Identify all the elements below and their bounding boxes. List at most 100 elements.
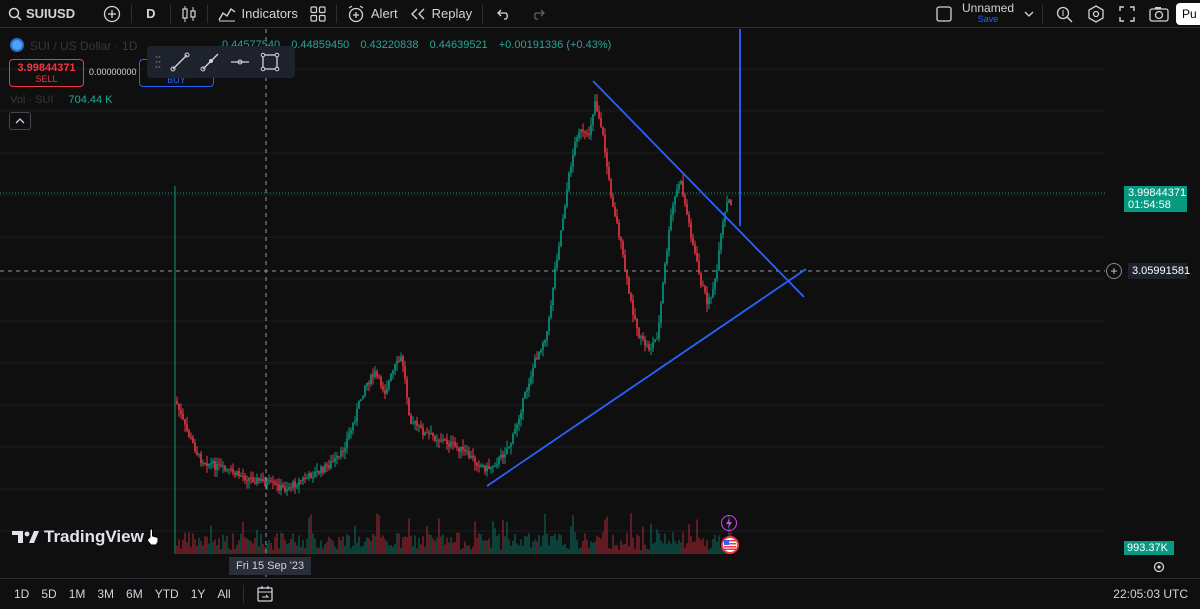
high-value: 0.44859450	[291, 39, 350, 51]
alert-button[interactable]: Alert	[341, 0, 404, 28]
volume-bar	[578, 548, 580, 554]
grid-lines	[0, 68, 1105, 532]
volume-bar	[396, 532, 398, 554]
range-5d[interactable]: 5D	[41, 587, 57, 601]
settings-icon[interactable]	[1087, 5, 1105, 23]
volume-bar	[514, 534, 516, 554]
volume-bar	[664, 533, 666, 554]
chevron-down-icon[interactable]	[1024, 10, 1034, 18]
candle-body	[516, 424, 518, 429]
volume-bar	[266, 544, 268, 554]
chart-pane[interactable]: SUI / US Dollar · 1D 0.44577540 0.448594…	[0, 29, 1200, 578]
range-1y[interactable]: 1Y	[190, 587, 206, 601]
volume-bar	[298, 535, 300, 554]
volume-bar	[182, 539, 184, 554]
range-3m[interactable]: 3M	[97, 587, 115, 601]
range-1m[interactable]: 1M	[68, 587, 86, 601]
collapse-legend-button[interactable]	[9, 112, 31, 130]
interval-button[interactable]: D	[136, 0, 165, 28]
candle-body	[438, 440, 440, 442]
candle-body	[230, 468, 232, 470]
range-6m[interactable]: 6M	[126, 587, 143, 601]
layout-controls: Unnamed Save	[936, 0, 1169, 28]
volume-bar	[652, 543, 654, 554]
layout-checkbox-icon[interactable]	[936, 6, 952, 22]
volume-bar	[404, 536, 406, 554]
candle-body	[218, 463, 220, 465]
utc-clock[interactable]: 22:05:03 UTC	[1113, 587, 1188, 601]
us-flag-icon	[724, 540, 736, 550]
volume-bar	[510, 545, 512, 554]
publish-button[interactable]: Pu	[1176, 3, 1200, 25]
candle-body	[220, 464, 222, 467]
ray-icon[interactable]	[195, 48, 225, 76]
range-1d[interactable]: 1D	[14, 587, 30, 601]
volume-bars	[176, 513, 732, 554]
sell-label: SELL	[35, 74, 58, 84]
candle-body	[446, 439, 448, 445]
camera-icon[interactable]	[1149, 6, 1169, 22]
candle-body	[476, 462, 478, 466]
templates-button[interactable]	[304, 0, 332, 28]
volume-bar	[546, 533, 548, 554]
chart-type-button[interactable]	[175, 0, 203, 28]
volume-bar	[516, 543, 518, 554]
candle-body	[480, 465, 482, 467]
volume-bar	[478, 533, 480, 554]
volume-bar	[682, 532, 684, 554]
event-flash-badge[interactable]	[721, 515, 737, 531]
volume-bar	[700, 540, 702, 554]
volume-bar	[414, 535, 416, 554]
chart-settings-gear-icon[interactable]	[1152, 560, 1166, 574]
indicators-label: Indicators	[241, 6, 298, 21]
candle-body	[176, 401, 178, 404]
rectangle-icon[interactable]	[255, 48, 285, 76]
go-to-date-icon[interactable]	[256, 585, 274, 603]
alert-label: Alert	[370, 6, 398, 21]
range-ytd[interactable]: YTD	[154, 587, 179, 601]
volume-bar	[642, 526, 644, 554]
drag-handle-icon[interactable]	[151, 48, 165, 76]
candle-body	[620, 236, 622, 242]
volume-bar	[332, 541, 334, 554]
candle-body	[246, 479, 248, 481]
undo-button[interactable]	[487, 0, 521, 28]
candle-body	[686, 203, 688, 215]
volume-bar	[468, 545, 470, 554]
trend-line-icon[interactable]	[165, 48, 195, 76]
symbol-search[interactable]: SUIUSD	[0, 0, 81, 28]
candle-body	[318, 470, 320, 474]
candle-body	[362, 395, 364, 400]
compare-symbol-button[interactable]	[97, 0, 127, 28]
candle-body	[354, 421, 356, 423]
layout-name-button[interactable]: Unnamed Save	[962, 2, 1014, 25]
fullscreen-icon[interactable]	[1119, 6, 1135, 22]
candle-body	[250, 477, 252, 479]
candle-body	[642, 336, 644, 340]
price-chart[interactable]	[0, 29, 1200, 578]
volume-bar	[216, 545, 218, 554]
economic-event-badge[interactable]	[721, 536, 739, 554]
candle-body	[522, 397, 524, 413]
horizontal-ray-icon[interactable]	[225, 48, 255, 76]
indicators-button[interactable]: Indicators	[212, 0, 304, 28]
volume-bar	[412, 546, 414, 554]
range-all[interactable]: All	[217, 587, 231, 601]
redo-button[interactable]	[521, 0, 555, 28]
volume-bar	[536, 541, 538, 554]
candle-body	[432, 433, 434, 437]
volume-bar	[378, 515, 380, 554]
volume-bar	[282, 533, 284, 554]
candle-body	[320, 466, 322, 474]
candle-body	[590, 124, 592, 136]
volume-bar	[614, 545, 616, 554]
tradingview-logo[interactable]: TradingView	[12, 527, 160, 547]
quick-search-icon[interactable]	[1055, 5, 1073, 23]
add-alert-plus-icon[interactable]: +	[1106, 263, 1122, 279]
replay-button[interactable]: Replay	[404, 0, 478, 28]
redo-icon	[531, 8, 546, 20]
volume-bar	[712, 539, 714, 554]
candle-body	[292, 481, 294, 488]
sell-button[interactable]: 3.99844371 SELL	[9, 59, 84, 87]
volume-bar	[668, 540, 670, 554]
